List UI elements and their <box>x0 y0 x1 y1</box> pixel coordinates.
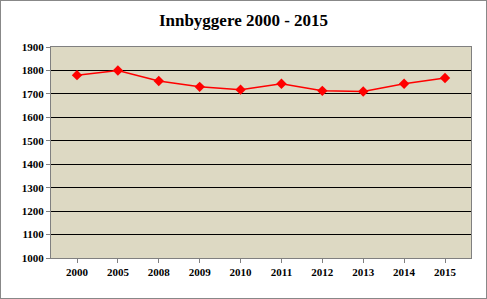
svg-text:1600: 1600 <box>22 111 45 123</box>
svg-text:2013: 2013 <box>352 266 375 278</box>
svg-text:1100: 1100 <box>22 228 44 240</box>
svg-text:2011: 2011 <box>271 266 292 278</box>
svg-text:1400: 1400 <box>22 158 45 170</box>
svg-text:2005: 2005 <box>107 266 130 278</box>
svg-text:1000: 1000 <box>22 252 45 264</box>
svg-text:2000: 2000 <box>66 266 89 278</box>
svg-text:1200: 1200 <box>22 205 45 217</box>
svg-text:2009: 2009 <box>189 266 212 278</box>
svg-text:2014: 2014 <box>393 266 416 278</box>
svg-text:1500: 1500 <box>22 135 45 147</box>
svg-text:Innbyggere 2000 - 2015: Innbyggere 2000 - 2015 <box>159 11 328 30</box>
svg-text:2015: 2015 <box>434 266 457 278</box>
svg-text:1700: 1700 <box>22 88 45 100</box>
svg-text:1300: 1300 <box>22 182 45 194</box>
svg-text:1900: 1900 <box>22 41 45 53</box>
svg-text:2012: 2012 <box>311 266 334 278</box>
svg-text:1800: 1800 <box>22 64 45 76</box>
svg-text:2010: 2010 <box>230 266 253 278</box>
svg-text:2008: 2008 <box>148 266 171 278</box>
